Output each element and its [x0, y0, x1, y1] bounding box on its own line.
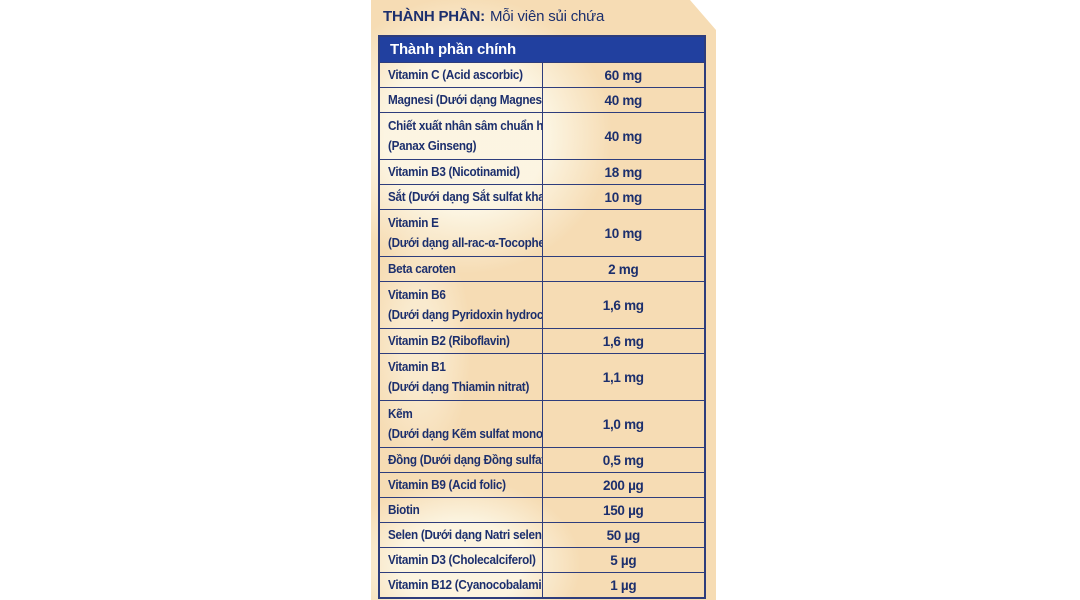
ingredient-name-cell: Vitamin D3 (Cholecalciferol): [378, 547, 543, 573]
ingredients-heading: THÀNH PHẦN: Mỗi viên sủi chứa: [383, 8, 604, 25]
ingredient-amount-cell: 60 mg: [541, 62, 706, 88]
ingredients-heading-subtitle: Mỗi viên sủi chứa: [489, 8, 605, 25]
ingredient-name-cell: Kẽm (Dưới dạng Kẽm sulfat monohydrat): [378, 400, 543, 448]
ingredient-amount-cell: 1 µg: [541, 572, 706, 599]
package-corner-edge: [690, 0, 716, 30]
ingredient-name: Vitamin B2 (Riboflavin): [388, 333, 510, 348]
table-row: Vitamin E (Dưới dạng all-rac-α-Tocophery…: [378, 209, 706, 257]
ingredient-name: Sắt (Dưới dạng Sắt sulfat khan): [388, 189, 542, 204]
table-row: Đồng (Dưới dạng Đồng sulfat khan)0,5 mg: [378, 447, 706, 473]
ingredient-name: Selen (Dưới dạng Natri selenit): [388, 527, 542, 542]
table-row: Vitamin B1 (Dưới dạng Thiamin nitrat) 1,1…: [378, 353, 706, 401]
ingredients-table-body: Vitamin C (Acid ascorbic) 60 mg Magnesi (D…: [378, 62, 706, 599]
ingredient-name: Beta caroten: [388, 261, 456, 276]
ingredient-name: Đồng (Dưới dạng Đồng sulfat khan): [388, 452, 542, 467]
table-row: Biotin 150 µg: [378, 497, 706, 523]
ingredients-heading-title: THÀNH PHẦN:: [383, 8, 485, 25]
ingredient-amount-cell: 40 mg: [541, 87, 706, 113]
table-row: Magnesi (Dưới dạng Magnesi oxyd)40 mg: [378, 87, 706, 113]
ingredient-amount-cell: 200 µg: [541, 472, 706, 498]
table-row: Selen (Dưới dạng Natri selenit) 50 µg: [378, 522, 706, 548]
table-row: Chiết xuất nhân sâm chuẩn hóa G115 (Pana…: [378, 112, 706, 160]
ingredient-name-cell: Vitamin E (Dưới dạng all-rac-α-Tocophery…: [378, 209, 543, 257]
ingredient-name: Vitamin B6 (Dưới dạng Pyridoxin hydrochl…: [388, 287, 542, 322]
ingredient-name: Chiết xuất nhân sâm chuẩn hóa G115 (Pana…: [388, 118, 541, 153]
table-row: Kẽm (Dưới dạng Kẽm sulfat monohydrat)1,0…: [378, 400, 706, 448]
ingredient-amount-cell: 0,5 mg: [541, 447, 706, 473]
ingredient-amount-cell: 5 µg: [541, 547, 706, 573]
ingredient-name-cell: Vitamin C (Acid ascorbic): [378, 62, 543, 88]
ingredient-name-cell: Vitamin B12 (Cyanocobalaminz): [378, 572, 543, 599]
ingredient-amount-cell: 10 mg: [541, 209, 706, 257]
ingredient-name-cell: Chiết xuất nhân sâm chuẩn hóa G115 (Pana…: [378, 112, 543, 160]
table-row: Sắt (Dưới dạng Sắt sulfat khan) 10 mg: [378, 184, 706, 210]
ingredient-name-cell: Beta caroten: [378, 256, 543, 282]
ingredient-name: Vitamin C (Acid ascorbic): [388, 67, 523, 82]
ingredient-name: Magnesi (Dưới dạng Magnesi oxyd): [388, 92, 542, 107]
ingredients-table: Thành phần chính Vitamin C (Acid ascorbi…: [378, 35, 706, 599]
ingredient-amount-cell: 1,6 mg: [541, 281, 706, 329]
table-row: Vitamin B3 (Nicotinamid) 18 mg: [378, 159, 706, 185]
ingredient-name-cell: Biotin: [378, 497, 543, 523]
ingredients-panel: THÀNH PHẦN: Mỗi viên sủi chứa Thành phần …: [371, 0, 716, 600]
table-row: Vitamin B12 (Cyanocobalaminz) 1 µg: [378, 572, 706, 599]
table-row: Beta caroten 2 mg: [378, 256, 706, 282]
ingredient-name: Vitamin B9 (Acid folic): [388, 477, 506, 492]
table-row: Vitamin C (Acid ascorbic) 60 mg: [378, 62, 706, 88]
ingredient-name: Biotin: [388, 502, 420, 517]
ingredient-name: Vitamin B12 (Cyanocobalaminz): [388, 577, 542, 592]
table-row: Vitamin D3 (Cholecalciferol) 5 µg: [378, 547, 706, 573]
ingredient-name-cell: Vitamin B3 (Nicotinamid): [378, 159, 543, 185]
ingredient-amount-cell: 10 mg: [541, 184, 706, 210]
table-row: Vitamin B9 (Acid folic) 200 µg: [378, 472, 706, 498]
ingredient-name: Vitamin D3 (Cholecalciferol): [388, 552, 536, 567]
ingredient-name-cell: Vitamin B1 (Dưới dạng Thiamin nitrat): [378, 353, 543, 401]
ingredient-amount-cell: 1,6 mg: [541, 328, 706, 354]
ingredient-name-cell: Sắt (Dưới dạng Sắt sulfat khan): [378, 184, 543, 210]
ingredient-amount-cell: 150 µg: [541, 497, 706, 523]
ingredient-amount-cell: 18 mg: [541, 159, 706, 185]
ingredient-name: Vitamin E (Dưới dạng all-rac-α-Tocophery…: [388, 215, 541, 250]
ingredient-name: Vitamin B3 (Nicotinamid): [388, 164, 520, 179]
table-header-row: Thành phần chính: [378, 35, 706, 63]
ingredient-amount-cell: 50 µg: [541, 522, 706, 548]
ingredient-name: Kẽm (Dưới dạng Kẽm sulfat monohydrat): [388, 406, 541, 441]
ingredient-name-cell: Đồng (Dưới dạng Đồng sulfat khan): [378, 447, 543, 473]
table-row: Vitamin B6 (Dưới dạng Pyridoxin hydrochl…: [378, 281, 706, 329]
ingredient-amount-cell: 1,1 mg: [541, 353, 706, 401]
table-header: Thành phần chính: [378, 35, 706, 63]
ingredient-name-cell: Vitamin B2 (Riboflavin): [378, 328, 543, 354]
ingredient-amount-cell: 1,0 mg: [541, 400, 706, 448]
ingredient-name-cell: Vitamin B6 (Dưới dạng Pyridoxin hydrochl…: [378, 281, 543, 329]
ingredient-amount-cell: 40 mg: [541, 112, 706, 160]
ingredient-name-cell: Vitamin B9 (Acid folic): [378, 472, 543, 498]
ingredient-amount-cell: 2 mg: [541, 256, 706, 282]
ingredient-name-cell: Selen (Dưới dạng Natri selenit): [378, 522, 543, 548]
ingredient-name: Vitamin B1 (Dưới dạng Thiamin nitrat): [388, 359, 530, 394]
ingredient-name-cell: Magnesi (Dưới dạng Magnesi oxyd): [378, 87, 543, 113]
table-row: Vitamin B2 (Riboflavin) 1,6 mg: [378, 328, 706, 354]
